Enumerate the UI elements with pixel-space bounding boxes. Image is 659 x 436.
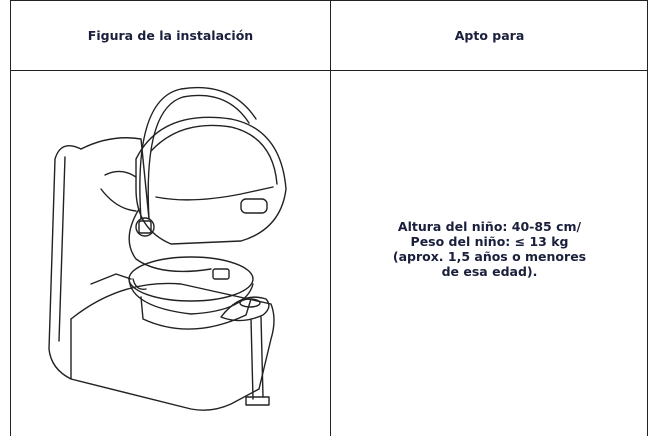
column-divider [330,1,331,436]
installation-illustration [48,86,287,411]
row-divider [11,70,647,71]
header-cell: Figura de la instalación [87,28,254,43]
text-line: Altura del niño: 40-85 cm/ [397,219,582,234]
table: Figura de la instalación Apto para [10,0,648,436]
text-line: (aprox. 1,5 años o menores [392,249,587,264]
text-line: Peso del niño: ≤ 13 kg [410,234,569,249]
cell-text: Altura del niño: 40-85 cm/ Peso del niño… [331,219,648,279]
text-line: de esa edad). [441,264,538,279]
header-cell: Apto para [454,28,525,43]
